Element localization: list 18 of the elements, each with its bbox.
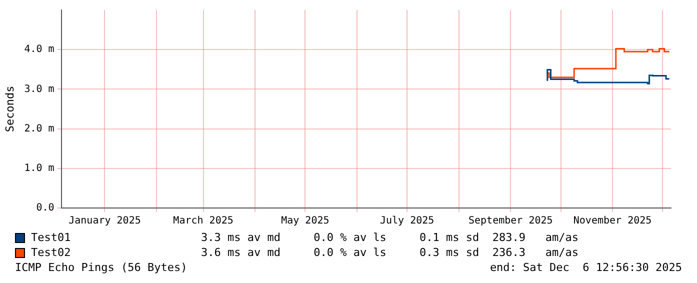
x-tick-label: September 2025 [468,216,553,227]
y-tick-label: 1.0 m [24,162,54,174]
text: 3.6 ms av md 0.0 % av ls 0.3 ms sd 236.3 am/as [201,246,578,259]
y-tick-label: 4.0 m [24,44,54,56]
legend-label: Test02 [31,246,72,259]
y-tick-label: 0.0 [36,202,54,214]
x-tick-label: May 2025 [281,216,330,227]
x-tick-label: November 2025 [573,216,652,227]
text: end: Sat Dec 6 12:56:30 2025 [490,261,682,274]
text: 3.3 ms av md 0.0 % av ls 0.1 ms sd 283.9 am/as [201,231,578,244]
text: ICMP Echo Pings (56 Bytes) [15,261,188,274]
x-tick-label: July 2025 [380,216,434,227]
x-tick-label: March 2025 [173,216,234,227]
y-tick-label: 3.0 m [24,84,54,95]
y-tick-label: 2.0 m [24,123,54,134]
x-tick-label: January 2025 [68,216,141,227]
y-axis-title: Seconds [3,86,16,132]
legend-label: Test01 [31,231,72,244]
